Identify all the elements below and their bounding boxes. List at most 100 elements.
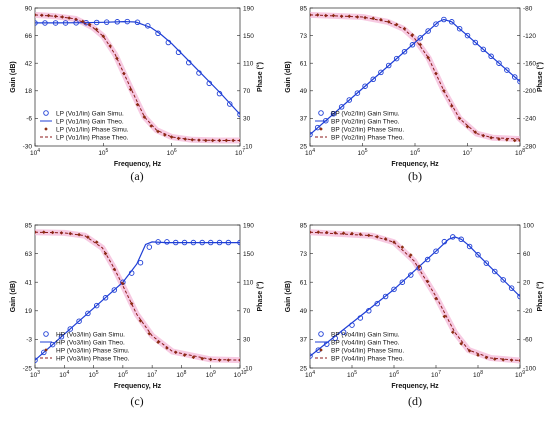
series-3-line [310,231,520,361]
series-2-point-23 [190,137,195,142]
legend-label-3: BP (Vo4/Iin) Phase Theo. [331,355,404,362]
series-2-point-21 [217,358,222,362]
x-tick-label: 104 [305,148,315,157]
y2-tick-label: -200 [523,88,536,95]
legend-label-1: BP (Vo4/Iin) Gain Theo. [331,339,400,346]
legend-marker-0 [43,331,49,337]
series-2-point-18 [449,104,454,108]
series-3-line [310,14,520,140]
legend-label-3: HP (Vo3/Iin) Phase Theo. [56,355,130,362]
panel-caption: (b) [408,169,422,183]
series-2-point-5 [350,231,354,236]
series-0-point-19 [227,101,233,107]
series-0-point-3 [58,334,65,340]
y-axis-label: Gain (dB) [285,281,292,313]
series-0-point-14 [417,35,424,41]
y-tick-label: -25 [23,365,33,372]
series-0-point-22 [492,268,498,275]
y-tick-label: -3 [26,337,32,344]
x-tick-label: 108 [515,148,525,157]
y-tick-label: 49 [300,308,308,315]
series-2-point-12 [402,26,407,31]
x-tick-label: 106 [118,370,128,379]
series-2-point-18 [459,341,463,346]
x-axis-label: Frequency, Hz [114,161,162,168]
series-0-point-6 [85,310,91,317]
series-2-point-23 [501,357,505,362]
legend: BP (Vo4/Iin) Gain Simu.BP (Vo4/Iin) Gain… [315,331,404,362]
series-2-point-5 [67,16,71,20]
series-2-point-24 [497,137,501,141]
series-0-point-4 [338,104,345,110]
series-0-point-8 [370,76,376,83]
legend-marker-0 [318,331,324,337]
series-2-point-14 [418,42,423,47]
series-0-point-15 [425,28,431,34]
series-3-line [35,14,240,141]
y-tick-label: 73 [300,33,308,40]
series-0-point-20 [464,32,471,39]
series-1-line [310,18,520,135]
x-tick-label: 107 [431,370,441,379]
series-2-point-19 [163,133,167,137]
x-tick-label: 1010 [234,370,247,379]
series-2-point-28 [224,138,229,143]
series-0-point-18 [458,236,464,243]
legend-marker-0 [43,110,49,116]
chart-panel-0: 104 105 106 107 -30 -6 18 42 66 90 -10 30 70 110 150 19… [10,5,264,183]
series-0-point-26 [511,74,518,80]
y2-tick-label: -160 [523,61,536,68]
series-0-point-15 [433,248,439,254]
y2-tick-label: 150 [243,33,254,40]
y-tick-label: -6 [26,116,32,123]
x-tick-label: 105 [347,370,357,379]
series-0-point-3 [330,111,337,117]
series-2-point-16 [442,314,447,319]
x-axis-label: Frequency, Hz [391,383,439,390]
legend-marker-2 [319,348,323,352]
y-tick-label: 85 [300,222,308,229]
series-0-point-20 [475,252,481,258]
series-0-point-19 [456,25,463,32]
legend-label-0: BP (Vo2/Iin) Gain Simu. [331,110,400,117]
panel-caption: (a) [130,169,143,183]
series-0-point-25 [504,67,510,73]
x-tick-label: 107 [147,370,157,379]
x-tick-label: 104 [30,148,40,157]
series-2-point-9 [379,17,383,22]
y-tick-label: 61 [300,280,308,287]
y-tick-label: 25 [300,365,308,372]
legend: LP (Vo1/Iin) Gain Simu.LP (Vo1/Iin) Gain… [40,110,129,141]
series-0-point-27 [517,78,520,85]
y-tick-label: 18 [25,88,33,95]
y2-tick-label: 30 [243,337,251,344]
series-2-point-22 [492,357,497,361]
series-0-point-14 [424,256,431,263]
legend-label-2: HP (Vo3/Iin) Phase Simu. [56,347,130,354]
series-2-point-13 [147,331,152,336]
series-0-point-9 [111,287,118,293]
series-2-point-11 [394,22,399,27]
series-2-point-18 [191,355,196,360]
legend-label-3: LP (Vo1/Iin) Phase Theo. [56,134,129,141]
series-2-point-6 [358,232,363,237]
x-tick-label: 104 [305,370,315,379]
y-tick-label: 19 [25,308,33,315]
series-0-point-17 [441,16,447,23]
legend-label-0: LP (Vo1/Iin) Gain Simu. [56,110,124,117]
series-2-point-7 [81,19,85,24]
series-0-point-9 [382,293,389,300]
x-tick-label: 109 [206,370,216,379]
series-0-point-20 [237,111,240,118]
x-tick-label: 106 [410,148,420,157]
y2-tick-label: 190 [243,222,254,229]
series-2-point-17 [450,330,455,335]
x-tick-label: 109 [515,370,525,379]
series-2-point-12 [138,319,143,323]
series-0-point-7 [362,83,368,89]
series-2-point-13 [417,264,421,269]
y2-axis-label: Phase (°) [256,62,264,92]
legend-marker-0 [318,110,324,116]
series-2-point-11 [108,44,112,48]
y2-tick-label: -120 [523,33,536,40]
